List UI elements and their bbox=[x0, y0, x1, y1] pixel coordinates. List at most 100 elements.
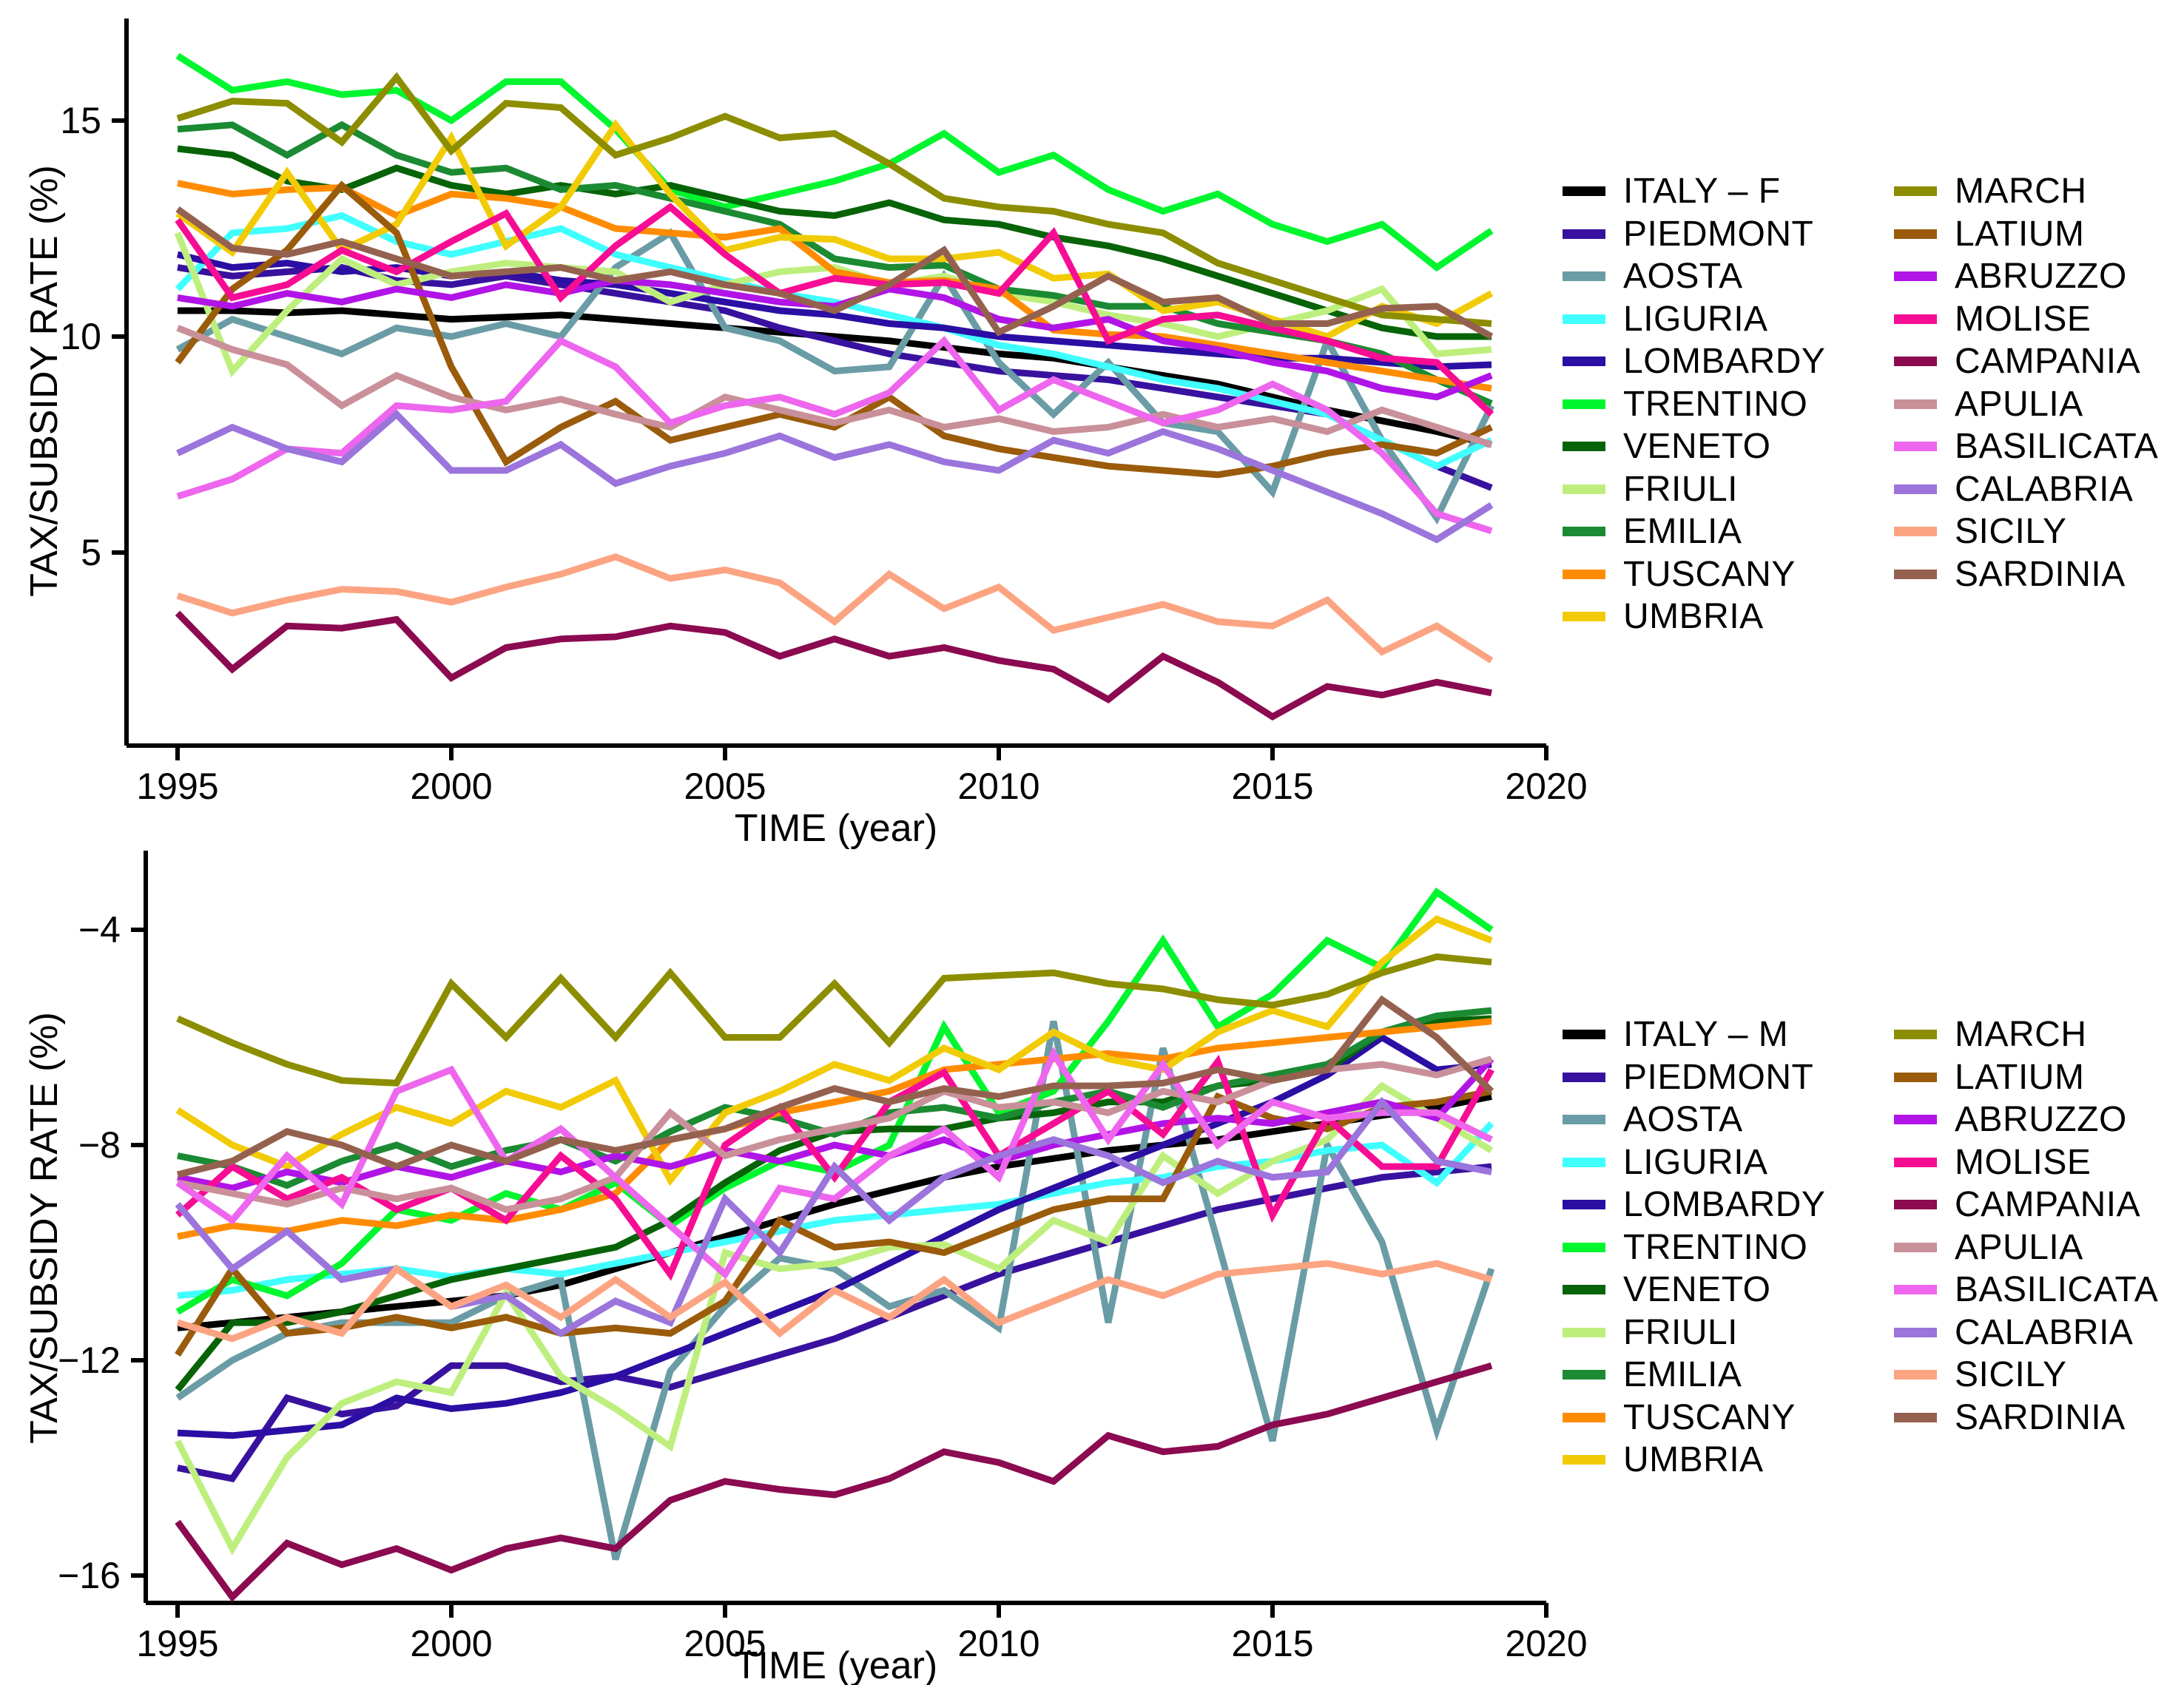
legend-label: CAMPANIA bbox=[1955, 342, 2141, 382]
series-line-emilia bbox=[177, 1007, 1492, 1189]
x-tick-label: 2015 bbox=[1231, 766, 1313, 807]
series-line-tuscany bbox=[177, 180, 1492, 392]
series-line-aosta bbox=[175, 1020, 1495, 1561]
legend-item-veneto: VENETO bbox=[1563, 425, 1825, 468]
legend-column: ITALY – M PIEDMONT AOSTA LIGURIA LOMBARDY TRE… bbox=[1563, 1013, 1825, 1482]
legend-label: ABRUZZO bbox=[1955, 257, 2127, 297]
legend-label: FRIULI bbox=[1623, 469, 1739, 509]
series-line-apulia bbox=[176, 325, 1493, 448]
y-tick-label: −8 bbox=[78, 1124, 121, 1166]
series-line-march bbox=[176, 72, 1492, 327]
legend-item-abruzzo: ABRUZZO bbox=[1894, 1098, 2158, 1141]
series-line-veneto bbox=[177, 145, 1492, 340]
series-line-campania bbox=[175, 610, 1492, 721]
y-tick-label: −16 bbox=[58, 1555, 121, 1596]
legend-item-sicily: SICILY bbox=[1894, 1354, 2158, 1397]
legend-label: LOMBARDY bbox=[1623, 342, 1826, 382]
y-tick-label: 15 bbox=[60, 100, 101, 141]
legend-column: MARCH LATIUM ABRUZZO MOLISE CAMPANIA APULIA BA… bbox=[1894, 1013, 2158, 1439]
legend-swatch-icon bbox=[1894, 1115, 1937, 1125]
legend-item-sardinia: SARDINIA bbox=[1894, 1397, 2158, 1439]
legend-swatch-icon bbox=[1563, 314, 1605, 324]
legend-item-calabria: CALABRIA bbox=[1894, 468, 2158, 511]
legend-item-latium: LATIUM bbox=[1894, 213, 2158, 256]
series-line-abruzzo bbox=[177, 277, 1493, 401]
legend-label: ABRUZZO bbox=[1955, 1100, 2127, 1140]
legend-item-lombardy: LOMBARDY bbox=[1563, 340, 1825, 383]
legend-item-sardinia: SARDINIA bbox=[1894, 553, 2158, 596]
panel-female: 5 10 15 1995 2000 2005 2010 2015 2020 bbox=[60, 18, 1588, 807]
legend-item-campania: CAMPANIA bbox=[1894, 1183, 2158, 1226]
series-line-sardinia bbox=[176, 995, 1494, 1178]
x-axis-label-bottom: TIME (year) bbox=[734, 1644, 938, 1685]
legend-swatch-icon bbox=[1894, 1242, 1937, 1252]
legend-swatch-icon bbox=[1563, 1072, 1605, 1082]
legend-swatch-icon bbox=[1563, 1200, 1605, 1210]
legend-label: ITALY – F bbox=[1623, 172, 1781, 212]
legend-swatch-icon bbox=[1563, 442, 1605, 452]
legend-item-veneto: VENETO bbox=[1563, 1269, 1825, 1311]
legend-label: UMBRIA bbox=[1623, 597, 1764, 637]
series-line-italy-f bbox=[178, 307, 1493, 448]
legend-item-aosta: AOSTA bbox=[1563, 255, 1825, 298]
legend-swatch-icon bbox=[1894, 314, 1937, 324]
legend-item-campania: CAMPANIA bbox=[1894, 340, 2158, 383]
legend-label: SARDINIA bbox=[1955, 554, 2126, 594]
x-tick-label: 2010 bbox=[957, 1623, 1039, 1664]
legend-item-molise: MOLISE bbox=[1894, 1141, 2158, 1184]
legend-swatch-icon bbox=[1894, 1412, 1937, 1422]
legend-item-molise: MOLISE bbox=[1894, 298, 2158, 341]
legend-label: APULIA bbox=[1955, 384, 2083, 424]
series-line-trentino bbox=[175, 53, 1494, 272]
legend-swatch-icon bbox=[1894, 1285, 1937, 1295]
y-axis-label-top: TAX/SUBSIDY RATE (%) bbox=[23, 165, 66, 597]
legend-swatch-icon bbox=[1563, 1327, 1605, 1337]
y-tick-label: −12 bbox=[58, 1340, 121, 1381]
legend-label: LOMBARDY bbox=[1623, 1185, 1826, 1225]
series-line-sicily bbox=[176, 553, 1494, 663]
legend-item-latium: LATIUM bbox=[1894, 1056, 2158, 1099]
legend-item-aosta: AOSTA bbox=[1563, 1098, 1825, 1141]
legend-swatch-icon bbox=[1894, 442, 1937, 452]
x-tick-label: 2000 bbox=[410, 766, 492, 807]
legend-item-basilicata: BASILICATA bbox=[1894, 1269, 2158, 1311]
x-tick-label: 2020 bbox=[1505, 1623, 1587, 1664]
legend-column: ITALY – F PIEDMONT AOSTA LIGURIA LOMBARDY TRE… bbox=[1563, 170, 1825, 638]
legend-swatch-icon bbox=[1563, 1412, 1605, 1422]
legend-label: MARCH bbox=[1955, 172, 2087, 212]
legend-swatch-icon bbox=[1894, 527, 1937, 537]
legend-swatch-icon bbox=[1563, 1242, 1605, 1252]
legend-item-piedmont: PIEDMONT bbox=[1563, 1056, 1825, 1099]
legend-label: BASILICATA bbox=[1955, 427, 2159, 467]
legend-label: CALABRIA bbox=[1955, 1312, 2134, 1352]
legend-item-italy-f: ITALY – F bbox=[1563, 170, 1825, 213]
series-line-umbria bbox=[175, 915, 1493, 1186]
legend-label: MOLISE bbox=[1955, 299, 2092, 339]
legend-item-apulia: APULIA bbox=[1894, 1226, 2158, 1269]
legend-label: EMILIA bbox=[1623, 1355, 1742, 1395]
legend-item-emilia: EMILIA bbox=[1563, 1354, 1825, 1397]
legend-item-apulia: APULIA bbox=[1894, 383, 2158, 426]
legend-swatch-icon bbox=[1563, 399, 1605, 409]
legend-swatch-icon bbox=[1894, 399, 1937, 409]
legend-label: LATIUM bbox=[1955, 1057, 2085, 1097]
legend-item-liguria: LIGURIA bbox=[1563, 298, 1825, 341]
series-line-calabria bbox=[176, 409, 1494, 544]
legend-swatch-icon bbox=[1563, 1030, 1605, 1040]
series-line-piedmont bbox=[177, 1163, 1492, 1482]
legend-swatch-icon bbox=[1563, 229, 1605, 239]
legend-item-tuscany: TUSCANY bbox=[1563, 553, 1825, 596]
legend-label: AOSTA bbox=[1623, 1100, 1743, 1140]
x-tick-label: 1995 bbox=[136, 766, 218, 807]
legend-swatch-icon bbox=[1563, 484, 1605, 494]
series-line-march bbox=[176, 953, 1492, 1087]
legend-swatch-icon bbox=[1894, 1370, 1937, 1380]
legend-swatch-icon bbox=[1894, 357, 1937, 367]
x-tick-label: 2015 bbox=[1231, 1623, 1313, 1664]
x-tick-label: 2010 bbox=[957, 766, 1039, 807]
legend-swatch-icon bbox=[1563, 271, 1605, 282]
series-line-lombardy bbox=[176, 251, 1492, 371]
legend-item-sicily: SICILY bbox=[1894, 510, 2158, 553]
